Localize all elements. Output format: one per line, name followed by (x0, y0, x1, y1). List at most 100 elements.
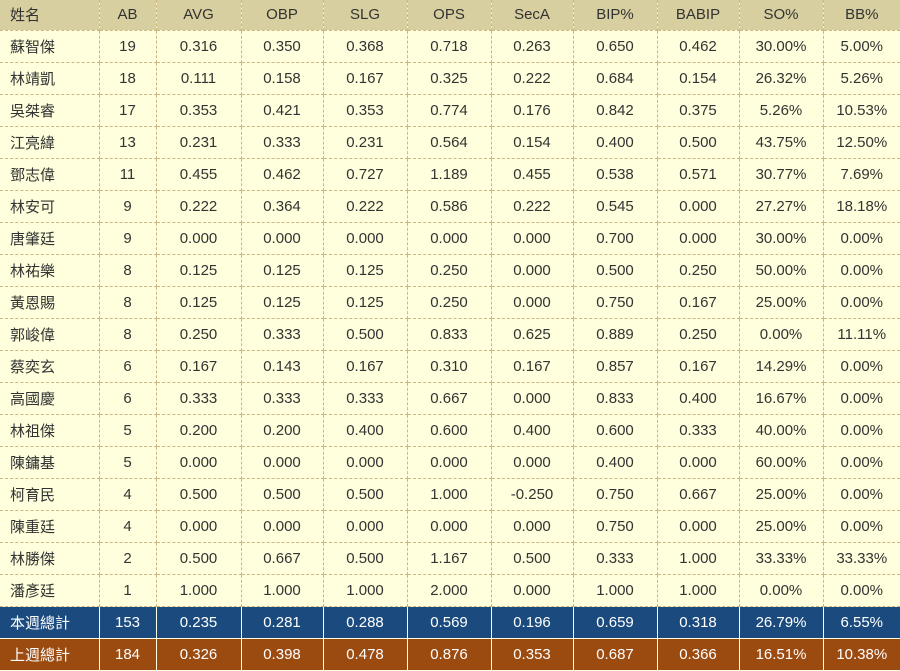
player-name: 林祖傑 (0, 414, 100, 447)
stat-value: 4 (99, 510, 157, 543)
total-value: 0.478 (323, 638, 408, 671)
player-name: 陳鏞基 (0, 446, 100, 479)
stat-value: 1.000 (657, 542, 740, 575)
total-value: 0.281 (241, 606, 324, 639)
stat-value: 0.421 (241, 94, 324, 127)
stat-value: 0.000 (156, 446, 242, 479)
table-foot: 本週總計 153 0.235 0.281 0.288 0.569 0.196 0.659 0.3… (0, 606, 900, 671)
stat-value: 0.500 (323, 478, 408, 511)
column-header-name: 姓名 (0, 0, 100, 31)
stat-value: 0.400 (573, 126, 658, 159)
stat-value: 11.11% (823, 318, 900, 351)
header-row: 姓名 AB AVG OBP SLG OPS SecA BIP% BABIP SO% BB% (0, 0, 900, 31)
stat-value: 0.222 (156, 190, 242, 223)
stat-value: 0.500 (573, 254, 658, 287)
total-value: 0.398 (241, 638, 324, 671)
stat-value: 0.375 (657, 94, 740, 127)
player-name: 郭峻偉 (0, 318, 100, 351)
stat-value: 0.333 (241, 126, 324, 159)
stat-value: 0.125 (156, 286, 242, 319)
stat-value: 0.368 (323, 30, 408, 63)
stat-value: 0.250 (657, 254, 740, 287)
table-row: 潘彥廷 1 1.000 1.000 1.000 2.000 0.000 1.000 1.000 0… (0, 574, 900, 607)
total-value: 0.569 (407, 606, 492, 639)
column-header-seca: SecA (491, 0, 574, 31)
stat-value: 0.125 (156, 254, 242, 287)
stat-value: 0.625 (491, 318, 574, 351)
stat-value: 0.500 (323, 318, 408, 351)
stat-value: 0.158 (241, 62, 324, 95)
stat-value: 10.53% (823, 94, 900, 127)
table-row: 林安可 9 0.222 0.364 0.222 0.586 0.222 0.545 0.000 2… (0, 190, 900, 223)
stat-value: 0.200 (156, 414, 242, 447)
stat-value: 0.600 (573, 414, 658, 447)
stat-value: 1.167 (407, 542, 492, 575)
stat-value: 0.667 (657, 478, 740, 511)
stat-value: 0.400 (323, 414, 408, 447)
stat-value: 5 (99, 414, 157, 447)
player-name: 江亮緯 (0, 126, 100, 159)
stat-value: 0.000 (491, 286, 574, 319)
stat-value: 0.333 (241, 382, 324, 415)
column-header-obp: OBP (241, 0, 324, 31)
stat-value: 9 (99, 222, 157, 255)
stat-value: 0.833 (407, 318, 492, 351)
stat-value: 0.000 (323, 222, 408, 255)
stat-value: 1.000 (657, 574, 740, 607)
stat-value: 0.500 (323, 542, 408, 575)
stat-value: 60.00% (739, 446, 824, 479)
stat-value: 0.00% (823, 574, 900, 607)
stat-value: 0.00% (823, 254, 900, 287)
stat-value: 2.000 (407, 574, 492, 607)
stat-value: 0.364 (241, 190, 324, 223)
stat-value: 0.333 (241, 318, 324, 351)
total-value: 10.38% (823, 638, 900, 671)
stat-value: 0.000 (241, 446, 324, 479)
stat-value: 26.32% (739, 62, 824, 95)
stat-value: 0.231 (156, 126, 242, 159)
table-row: 林勝傑 2 0.500 0.667 0.500 1.167 0.500 0.333 1.000 3… (0, 542, 900, 575)
table-row: 林祐樂 8 0.125 0.125 0.125 0.250 0.000 0.500 0.250 5… (0, 254, 900, 287)
stat-value: 0.000 (491, 222, 574, 255)
table-body: 蘇智傑 19 0.316 0.350 0.368 0.718 0.263 0.650 0.462… (0, 30, 900, 607)
stat-value: 0.000 (323, 446, 408, 479)
stat-value: 0.545 (573, 190, 658, 223)
stat-value: 1.000 (156, 574, 242, 607)
stat-value: 0.310 (407, 350, 492, 383)
stat-value: 0.167 (323, 62, 408, 95)
player-name: 唐肇廷 (0, 222, 100, 255)
table-row: 唐肇廷 9 0.000 0.000 0.000 0.000 0.000 0.700 0.000 3… (0, 222, 900, 255)
stat-value: 0.650 (573, 30, 658, 63)
stat-value: 25.00% (739, 286, 824, 319)
stat-value: 0.750 (573, 510, 658, 543)
stat-value: 0.400 (657, 382, 740, 415)
stat-value: 6 (99, 382, 157, 415)
total-value: 6.55% (823, 606, 900, 639)
table-row: 柯育民 4 0.500 0.500 0.500 1.000 -0.250 0.750 0.667… (0, 478, 900, 511)
stat-value: 0.333 (156, 382, 242, 415)
stat-value: 0.125 (323, 254, 408, 287)
stat-value: 0.200 (241, 414, 324, 447)
stat-value: 0.571 (657, 158, 740, 191)
stat-value: 0.00% (739, 318, 824, 351)
stat-value: 0.857 (573, 350, 658, 383)
stat-value: 0.167 (491, 350, 574, 383)
stat-value: 0.222 (491, 190, 574, 223)
column-header-slg: SLG (323, 0, 408, 31)
player-name: 黃恩賜 (0, 286, 100, 319)
stat-value: 25.00% (739, 510, 824, 543)
stat-value: 5.00% (823, 30, 900, 63)
total-value: 26.79% (739, 606, 824, 639)
stat-value: 0.333 (657, 414, 740, 447)
stat-value: 0.750 (573, 478, 658, 511)
stat-value: 0.564 (407, 126, 492, 159)
stat-value: 25.00% (739, 478, 824, 511)
stat-value: 0.842 (573, 94, 658, 127)
stat-value: 1.189 (407, 158, 492, 191)
stat-value: 0.774 (407, 94, 492, 127)
stat-value: 12.50% (823, 126, 900, 159)
stat-value: 0.400 (573, 446, 658, 479)
stat-value: 43.75% (739, 126, 824, 159)
table-row: 蘇智傑 19 0.316 0.350 0.368 0.718 0.263 0.650 0.462… (0, 30, 900, 63)
